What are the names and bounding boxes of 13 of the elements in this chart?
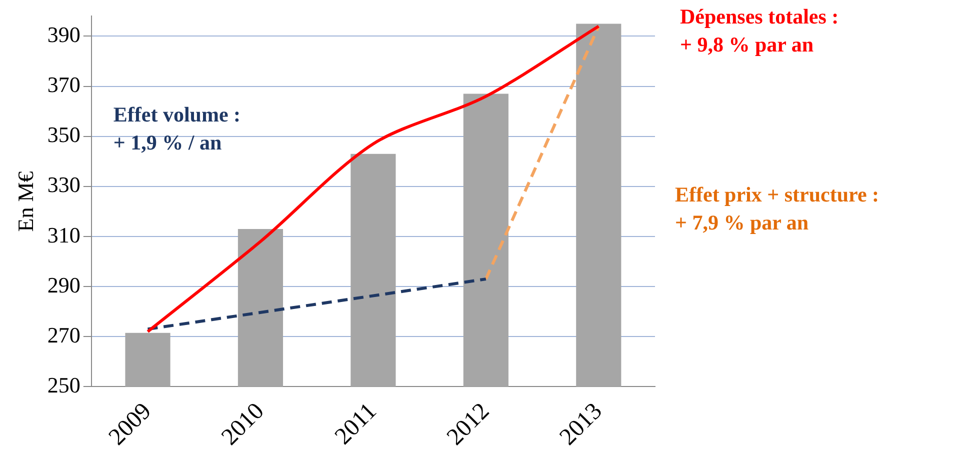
y-tick-label: 350 bbox=[47, 122, 80, 148]
y-tick-label: 310 bbox=[47, 222, 80, 248]
y-tick-label: 330 bbox=[47, 172, 80, 198]
text: Dépenses totales : + 9,8 % par an bbox=[680, 4, 839, 56]
text: Effet prix + structure : + 7,9 % par an bbox=[675, 182, 880, 235]
annotation: Effet volume : + 1,9 % / an bbox=[113, 102, 241, 155]
y-tick-label: 270 bbox=[47, 322, 80, 348]
y-tick-label: 250 bbox=[47, 372, 80, 398]
y-axis-title: En M€ bbox=[12, 171, 38, 232]
y-tick-label: 390 bbox=[47, 22, 80, 48]
y-tick-label: 290 bbox=[47, 272, 80, 298]
y-tick-label: 370 bbox=[47, 72, 80, 98]
x-tick-label: 2011 bbox=[330, 398, 382, 450]
